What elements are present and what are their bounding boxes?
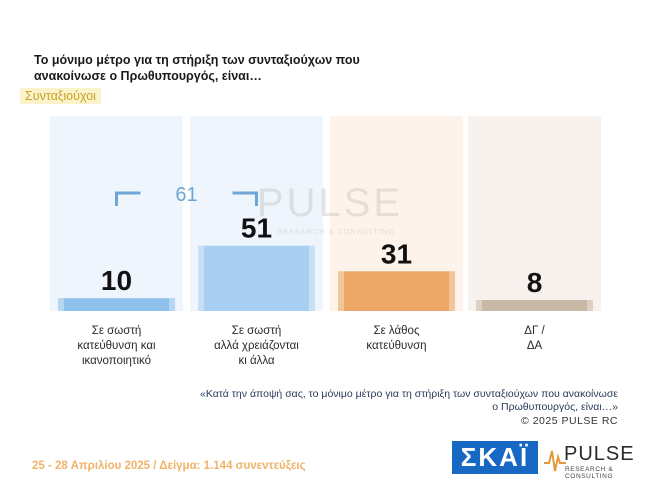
- subgroup-badge: Συνταξιούχοι: [20, 88, 101, 104]
- bar-highlight: [198, 245, 204, 311]
- category-label: Σε σωστή αλλά χρειάζονται κι άλλα: [214, 325, 299, 367]
- bar-highlight: [309, 245, 315, 311]
- bar-highlight: [587, 300, 593, 311]
- category-label: ΔΓ / ΔΑ: [524, 325, 545, 352]
- watermark-tagline: RESEARCH & CONSULTING: [277, 229, 395, 236]
- question-text: «Κατά την άποψή σας, το μόνιμο μέτρο για…: [200, 388, 618, 413]
- bar-highlight: [169, 298, 175, 311]
- bar-highlight: [338, 271, 344, 311]
- bar-highlight: [449, 271, 455, 311]
- pulse-logo-name: PULSE: [564, 443, 635, 465]
- skai-logo: ΣΚΑΪ: [452, 441, 538, 474]
- bracket-right: [232, 191, 258, 206]
- bar-highlight: [58, 298, 64, 311]
- watermark-name: PULSE: [257, 181, 403, 225]
- bar-value-label: 31: [381, 238, 412, 269]
- column-background: [50, 116, 183, 311]
- bar: [338, 271, 455, 311]
- category-label: Σε σωστή κατεύθυνση και ικανοποιητικό: [77, 325, 156, 367]
- category-label: Σε λάθος κατεύθυνση: [366, 325, 427, 352]
- column-background: [468, 116, 601, 311]
- bar-value-label: 8: [527, 267, 543, 298]
- pulse-logo-tagline: RESEARCH & CONSULTING: [565, 466, 614, 480]
- copyright: © 2025 PULSE RC: [521, 415, 618, 427]
- chart-title: Το μόνιμο μέτρο για τη στήριξη των συντα…: [34, 53, 360, 83]
- bar-value-label: 10: [101, 265, 132, 296]
- survey-footer: 25 - 28 Απριλίου 2025 / Δείγμα: 1.144 συ…: [32, 460, 306, 472]
- bar: [198, 245, 315, 311]
- bar-value-label: 51: [241, 213, 272, 244]
- bar: [58, 298, 175, 311]
- pulse-wave-icon: [544, 450, 566, 472]
- bracket-left: [115, 191, 141, 206]
- bar: [476, 300, 593, 311]
- bracket-total-label: 61: [175, 184, 197, 206]
- bar-highlight: [476, 300, 482, 311]
- pulse-logo: PULSE RESEARCH & CONSULTING: [544, 441, 644, 480]
